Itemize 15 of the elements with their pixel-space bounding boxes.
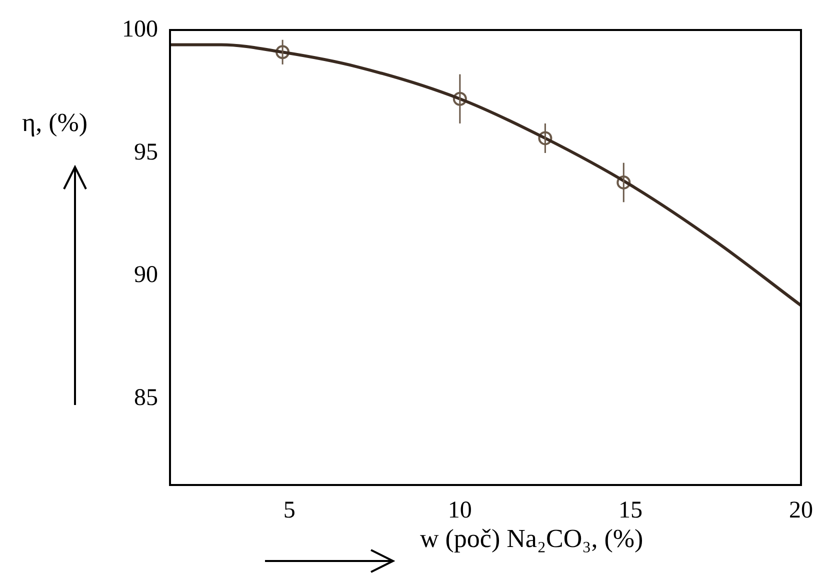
y-tick-label: 95 — [134, 139, 158, 166]
x-tick-label: 5 — [283, 498, 296, 524]
y-tick-label: 100 — [122, 16, 158, 42]
line-series — [170, 43, 801, 307]
y-tick-label: 85 — [134, 385, 158, 412]
point — [452, 92, 467, 106]
point — [616, 175, 631, 190]
x-tick-label: 20 — [789, 498, 813, 524]
y-axis-title: η, (%) — [22, 108, 88, 138]
y-tick-label: 90 — [134, 262, 158, 288]
x-tick-label: 15 — [618, 498, 642, 524]
x-tick-label: 10 — [448, 498, 472, 524]
point — [538, 131, 552, 146]
point — [276, 45, 290, 60]
x-axis-title: w (poč) Na₂CO₃, (%) — [420, 524, 644, 554]
